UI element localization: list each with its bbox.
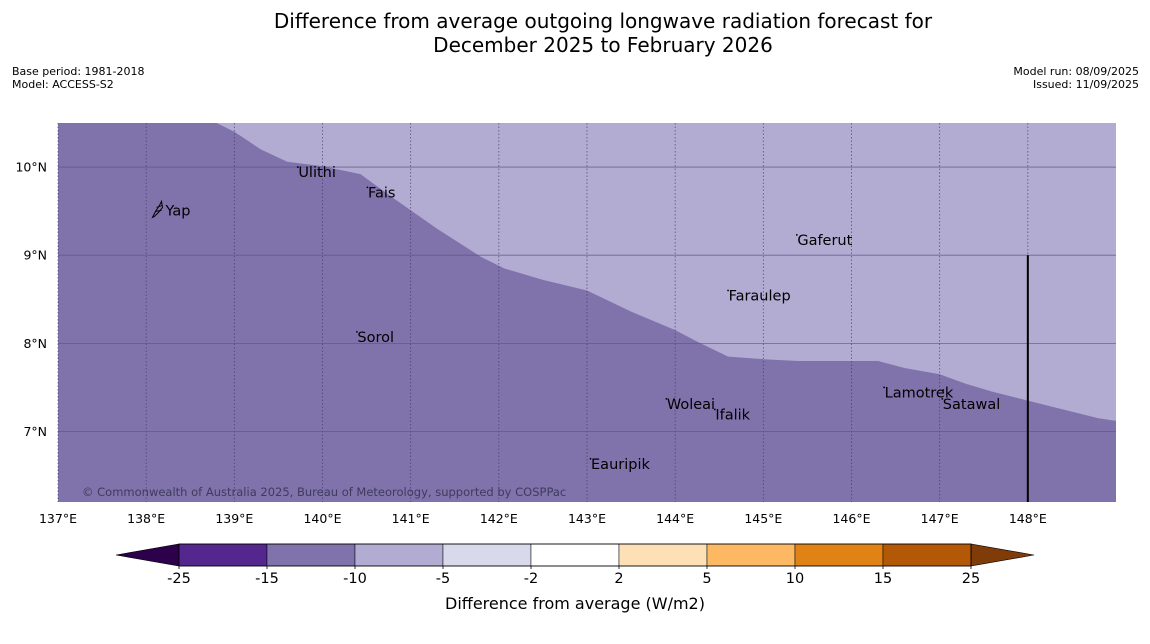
colorbar-segment: [618, 543, 708, 567]
colorbar: -25 -15 -10 -5 -2 2 5 10 15 25: [115, 543, 1035, 587]
longitude-tick-label: 138°E: [127, 511, 165, 526]
colorbar-segment: [442, 543, 532, 567]
atoll-marker: [727, 289, 729, 292]
longitude-tick-label: 147°E: [921, 511, 959, 526]
meta-left: Base period: 1981-2018 Model: ACCESS-S2: [12, 65, 144, 91]
atoll-marker: [941, 397, 944, 400]
place-label: Ulithi: [298, 165, 336, 181]
colorbar-segment: [882, 543, 972, 567]
colorbar-segment: [354, 543, 444, 567]
islet-marker: [942, 389, 945, 391]
colorbar-segment: [178, 543, 268, 567]
latitude-tick-label: 10°N: [15, 160, 47, 175]
place-label: Woleai: [667, 397, 715, 413]
colorbar-under-extension: [115, 543, 180, 567]
longitude-tick-label: 137°E: [39, 511, 77, 526]
base-period: Base period: 1981-2018: [12, 65, 145, 78]
model-name: Model: ACCESS-S2: [12, 78, 114, 91]
latitude-tick-label: 7°N: [23, 424, 47, 439]
colorbar-tick-label: -25: [167, 571, 191, 587]
colorbar-segment: [794, 543, 884, 567]
longitude-tick-label: 145°E: [744, 511, 782, 526]
atoll-marker: [366, 186, 369, 189]
colorbar-frame: [178, 543, 972, 567]
colorbar-segment: [266, 543, 356, 567]
place-label: Sorol: [357, 330, 394, 346]
colorbar-segment: [530, 543, 620, 567]
yap-island-detail: [155, 204, 163, 212]
atoll-marker: [355, 330, 358, 333]
map-axes: 137°E 138°E 139°E 140°E 141°E 142°E 143°E 144°E…: [15, 160, 1046, 526]
colorbar-tick-label: 5: [702, 571, 711, 587]
map-title-line-1: Difference from average outgoing longwav…: [273, 9, 933, 33]
place-label: Faraulep: [729, 288, 791, 304]
latitude-tick-label: 9°N: [23, 248, 47, 263]
meta-right: Model run: 08/09/2025 Issued: 11/09/2025: [1013, 65, 1139, 91]
yap-island-outline: [151, 199, 164, 219]
issued-date: Issued: 11/09/2025: [1032, 78, 1139, 91]
colorbar-over-extension: [970, 543, 1035, 567]
colorbar-segment: [706, 543, 796, 567]
place-label: Fais: [368, 185, 395, 201]
place-label: Satawal: [943, 397, 1000, 413]
atoll-marker: [296, 166, 299, 168]
model-run: Model run: 08/09/2025: [1013, 65, 1139, 78]
longitude-tick-label: 148°E: [1009, 511, 1047, 526]
atoll-marker: [589, 457, 592, 460]
colorbar-tick-label: -5: [436, 571, 450, 587]
place-label: Yap: [165, 203, 191, 219]
place-label: Lamotrek: [885, 385, 954, 401]
atoll-marker: [713, 408, 716, 411]
colorbar-tick-label: 2: [614, 571, 623, 587]
longitude-tick-label: 146°E: [832, 511, 870, 526]
latitude-tick-label: 8°N: [23, 336, 47, 351]
longitude-tick-label: 144°E: [656, 511, 694, 526]
longitude-tick-label: 139°E: [215, 511, 253, 526]
map-title: Difference from average outgoing longwav…: [0, 9, 1150, 57]
place-label: Gaferut: [797, 233, 852, 249]
map-title-line-2: December 2025 to February 2026: [433, 33, 773, 57]
atoll-marker: [795, 234, 798, 236]
colorbar-tick-label: 25: [962, 571, 980, 587]
colorbar-tick-label: 15: [874, 571, 892, 587]
colorbar-tick-label: -10: [343, 571, 367, 587]
place-label: Ifalik: [715, 407, 750, 423]
longitude-tick-label: 142°E: [480, 511, 518, 526]
atoll-marker: [665, 397, 668, 400]
colorbar-tick-label: 10: [786, 571, 804, 587]
map-panel: Yap Ulithi Fais Gaferut Faraulep Sorol WoleaiI…: [57, 123, 1116, 502]
colorbar-label: Difference from average (W/m2): [445, 594, 705, 613]
atoll-marker: [883, 386, 886, 389]
copyright-text: © Commonwealth of Australia 2025, Bureau…: [82, 485, 566, 499]
colorbar-tick-label: -15: [255, 571, 279, 587]
place-label: Eauripik: [591, 457, 650, 473]
longitude-tick-label: 143°E: [568, 511, 606, 526]
longitude-tick-label: 141°E: [392, 511, 430, 526]
longitude-tick-label: 140°E: [303, 511, 341, 526]
colorbar-tick-label: -2: [524, 571, 538, 587]
